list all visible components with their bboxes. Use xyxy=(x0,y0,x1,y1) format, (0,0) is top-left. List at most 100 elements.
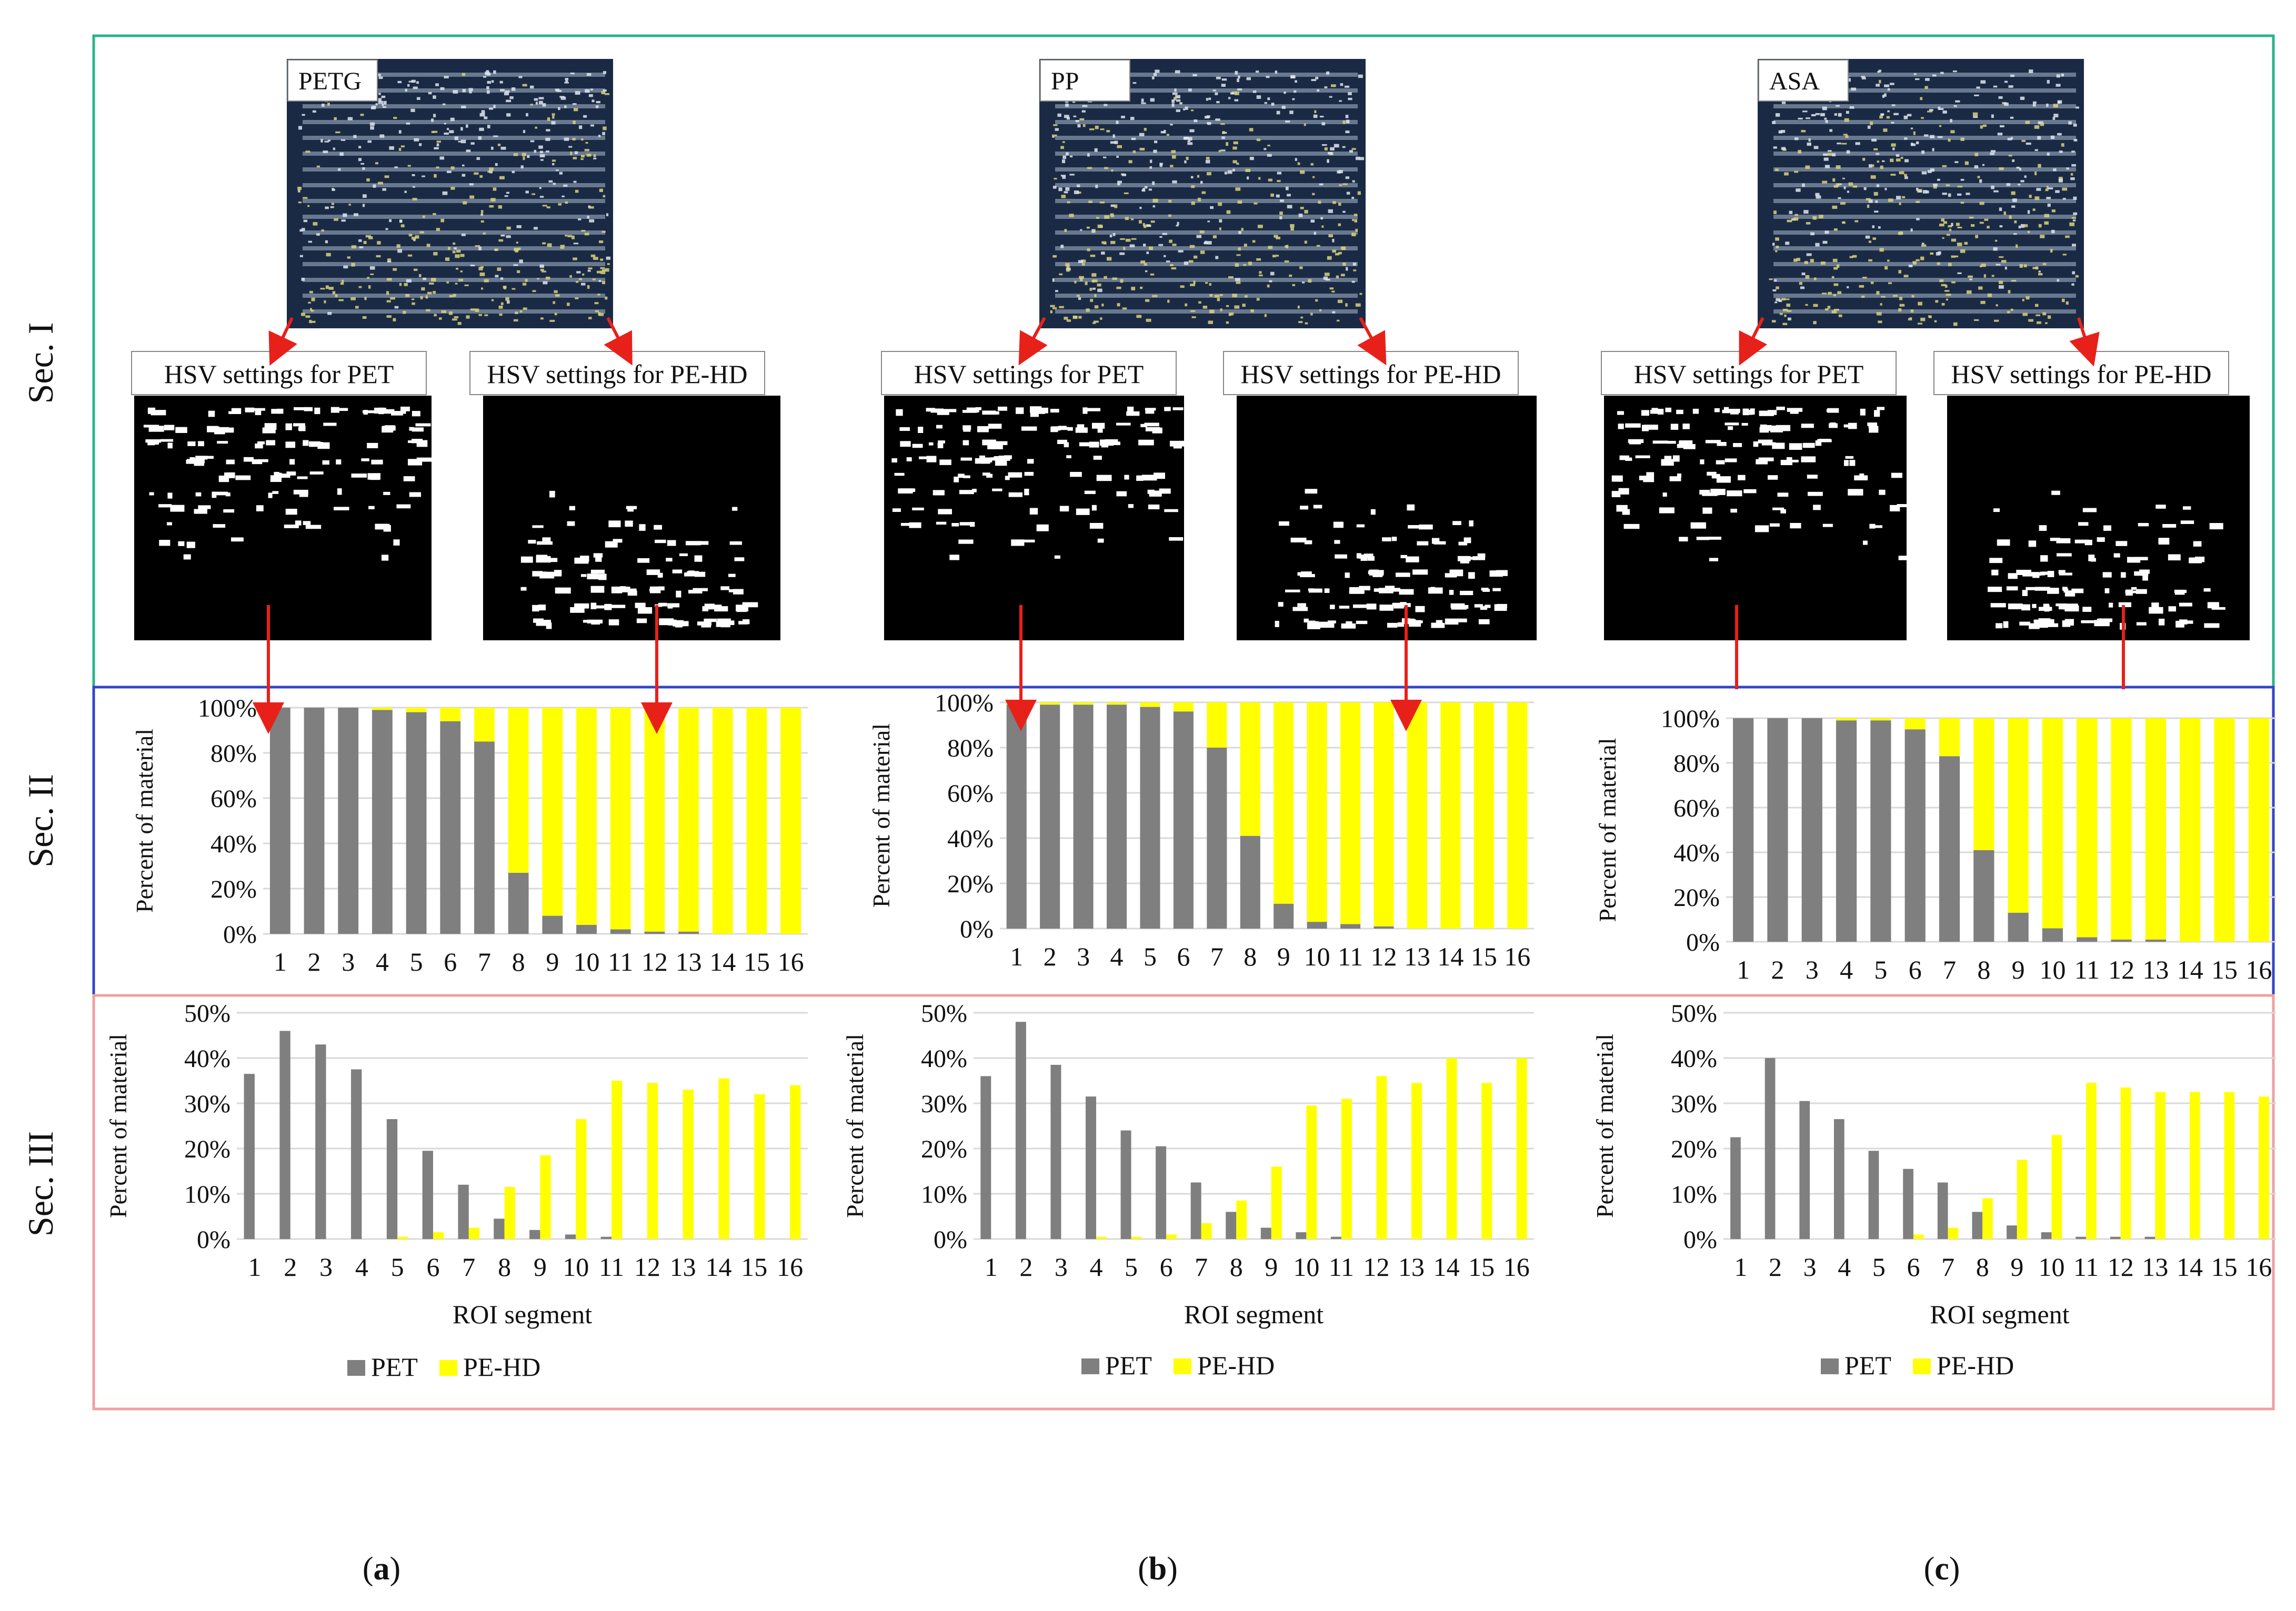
photo-particle xyxy=(1221,136,1225,139)
x-tick-label: 12 xyxy=(634,1252,660,1282)
photo-particle xyxy=(309,320,312,324)
hsv-mask-pixel xyxy=(1458,618,1467,622)
photo-particle xyxy=(1874,210,1879,213)
photo-particle xyxy=(1187,140,1190,143)
y-tick-label: 50% xyxy=(184,1000,230,1028)
photo-particle xyxy=(1284,260,1289,263)
photo-particle xyxy=(540,317,544,320)
bar-pehd xyxy=(647,1083,658,1239)
photo-particle xyxy=(397,80,402,84)
photo-particle xyxy=(2050,249,2053,253)
red-arrow-icon xyxy=(2069,317,2100,367)
photo-particle xyxy=(1974,165,1979,169)
hsv-mask-pixel xyxy=(367,442,378,448)
x-tick-label: 13 xyxy=(2142,955,2169,984)
photo-particle xyxy=(309,290,313,294)
hsv-mask-pixel xyxy=(336,459,342,465)
photo-particle xyxy=(1172,244,1177,246)
photo-particle xyxy=(1883,128,1888,132)
photo-particle xyxy=(1964,241,1968,245)
bar-pet xyxy=(1868,1151,1879,1239)
hsv-mask-pixel xyxy=(1387,622,1398,628)
photo-particle xyxy=(1341,246,1346,250)
hsv-mask-pixel xyxy=(569,506,575,510)
bar-pehd xyxy=(433,1232,444,1239)
hsv-mask-pixel xyxy=(194,509,207,514)
hsv-mask-pixel xyxy=(195,456,208,460)
photo-particle xyxy=(2024,175,2027,178)
photo-particle xyxy=(1171,155,1176,159)
hsv-mask-pixel xyxy=(666,558,673,562)
photo-particle xyxy=(1899,304,1905,307)
hsv-mask-pixel xyxy=(655,539,666,543)
bar-pehd xyxy=(372,708,393,710)
photo-particle xyxy=(1097,288,1102,293)
photo-particle xyxy=(362,167,365,170)
photo-particle xyxy=(598,135,601,137)
hsv-mask-pixel xyxy=(604,603,612,610)
photo-particle xyxy=(1951,238,1957,242)
hsv-mask-pixel xyxy=(919,456,928,459)
photo-particle xyxy=(1124,192,1129,194)
photo-particle xyxy=(434,314,437,317)
photo-particle xyxy=(1109,235,1112,238)
hsv-mask-pixel xyxy=(533,606,539,609)
photo-stripe xyxy=(1055,152,1358,156)
photo-particle xyxy=(321,104,325,107)
y-tick-label: 20% xyxy=(1673,884,1720,912)
hsv-mask-pixel xyxy=(720,621,730,628)
bar-pehd xyxy=(1913,1234,1924,1239)
photo-particle xyxy=(1957,185,1963,188)
photo-particle xyxy=(456,268,459,270)
photo-particle xyxy=(1824,117,1827,120)
photo-particle xyxy=(2047,315,2051,319)
photo-particle xyxy=(1348,92,1352,95)
photo-particle xyxy=(1054,178,1057,180)
photo-particle xyxy=(1099,201,1105,204)
photo-particle xyxy=(425,295,428,299)
photo-particle xyxy=(1957,226,1962,229)
photo-particle xyxy=(1969,216,1974,219)
hsv-mask-pixel xyxy=(1066,455,1071,458)
x-tick-label: 2 xyxy=(1771,955,1784,984)
y-tick-label: 80% xyxy=(947,734,994,762)
hsv-mask-pixel xyxy=(1724,458,1737,462)
photo-particle xyxy=(513,153,518,156)
bar-pet xyxy=(1190,1182,1201,1239)
photo-particle xyxy=(1207,172,1211,176)
photo-particle xyxy=(466,124,468,128)
photo-particle xyxy=(1070,155,1073,158)
photo-particle xyxy=(489,167,494,170)
photo-particle xyxy=(464,284,469,286)
photo-particle xyxy=(1929,135,1935,138)
photo-particle xyxy=(560,247,565,249)
hsv-mask-pixel xyxy=(1665,407,1671,412)
photo-particle xyxy=(602,132,605,135)
hsv-mask-pixel xyxy=(626,506,637,509)
photo-particle xyxy=(1334,144,1339,148)
photo-particle xyxy=(1956,223,1960,226)
bar-pet xyxy=(1764,1058,1776,1239)
x-tick-label: 1 xyxy=(985,1252,998,1282)
hsv-mask-pehd xyxy=(1947,396,2250,640)
photo-particle xyxy=(1332,238,1335,243)
photo-particle xyxy=(333,147,335,150)
photo-particle xyxy=(519,310,523,313)
hsv-mask-pixel xyxy=(1159,488,1171,494)
hsv-mask-pixel xyxy=(580,574,587,577)
photo-particle xyxy=(2004,266,2007,270)
hsv-mask-pixel xyxy=(982,439,997,446)
photo-particle xyxy=(1276,194,1280,198)
hsv-mask-pixel xyxy=(2189,557,2200,563)
photo-particle xyxy=(1821,261,1826,265)
photo-particle xyxy=(438,317,442,320)
photo-particle xyxy=(1353,269,1357,271)
photo-particle xyxy=(1337,170,1341,174)
hsv-mask-pixel xyxy=(537,541,553,545)
photo-particle xyxy=(1125,238,1131,242)
photo-particle xyxy=(1776,286,1779,289)
photo-particle xyxy=(325,285,329,289)
hsv-mask-pixel xyxy=(694,555,703,562)
y-tick-label: 0% xyxy=(1683,1226,1717,1254)
photo-particle xyxy=(1176,109,1180,112)
